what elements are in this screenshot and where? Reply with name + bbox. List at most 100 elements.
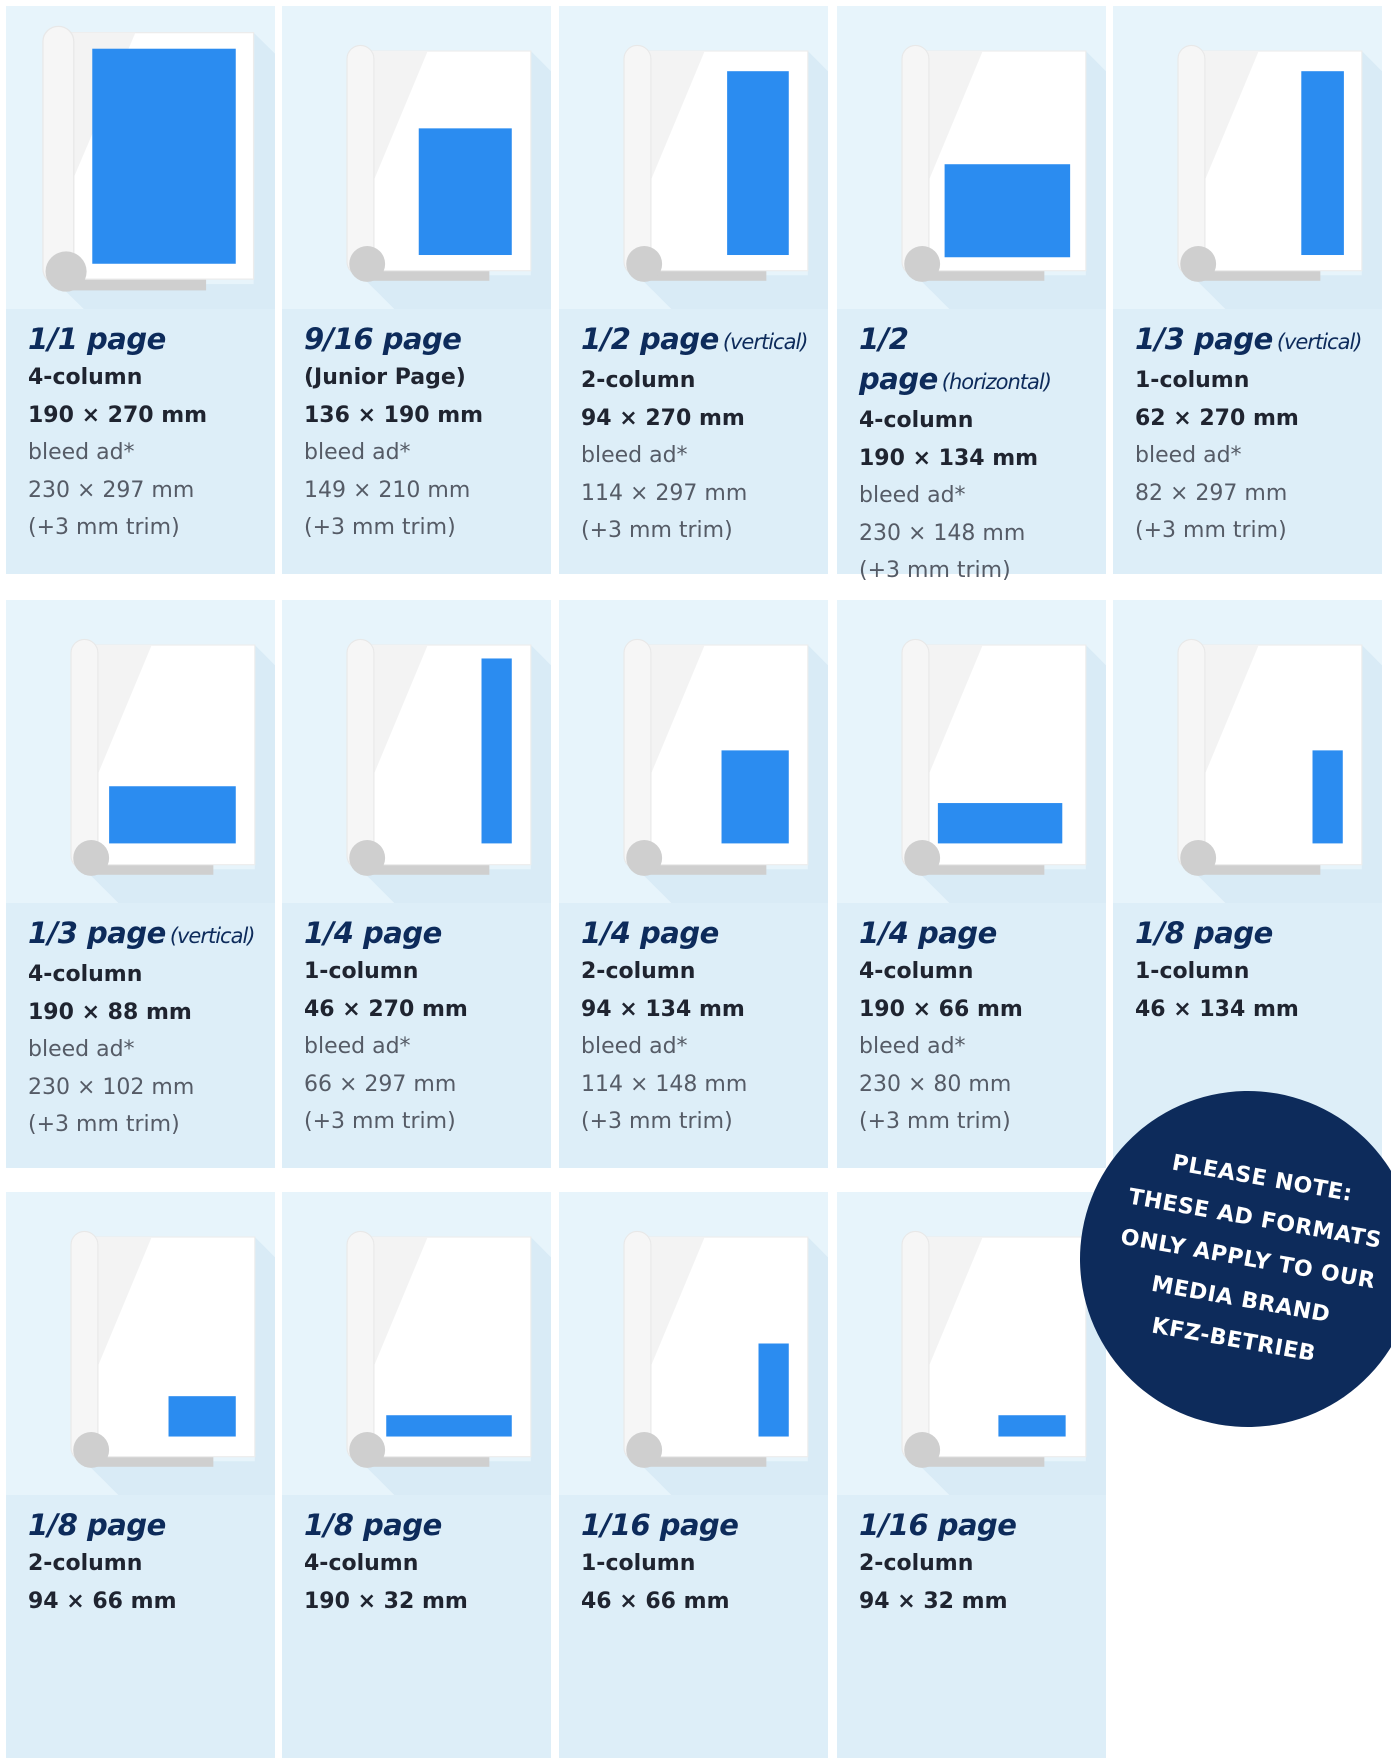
page-illustration bbox=[6, 1192, 275, 1495]
format-name: 1/2 page bbox=[581, 322, 719, 356]
format-spec: 4-column bbox=[859, 953, 1106, 991]
page-roll bbox=[1178, 639, 1205, 869]
bleed-spec: 114 × 297 mm bbox=[581, 475, 828, 513]
page-roll bbox=[624, 639, 651, 869]
page-illustration bbox=[559, 6, 828, 309]
format-name: 1/8 page bbox=[304, 1508, 442, 1542]
page-illustration bbox=[837, 6, 1106, 309]
format-name: 1/3 page bbox=[1135, 322, 1273, 356]
page-roll bbox=[71, 639, 98, 869]
format-card: 1/3 page(vertical)4-column190 × 88 mmble… bbox=[6, 600, 275, 1168]
roll-end bbox=[1180, 246, 1216, 282]
format-spec: 2-column bbox=[581, 362, 828, 400]
format-spec: 190 × 32 mm bbox=[304, 1583, 551, 1621]
page-roll bbox=[1178, 45, 1205, 275]
page-roll bbox=[902, 45, 929, 275]
ad-area bbox=[722, 750, 789, 843]
roll-end bbox=[1180, 840, 1216, 876]
roll-end bbox=[626, 1432, 662, 1468]
format-spec: 94 × 32 mm bbox=[859, 1583, 1106, 1621]
bleed-spec: 230 × 148 mm bbox=[859, 515, 1106, 553]
card-text: 1/16 page2-column94 × 32 mm bbox=[837, 1495, 1106, 1620]
roll-end bbox=[626, 246, 662, 282]
ad-area bbox=[938, 803, 1062, 843]
page-roll bbox=[624, 1231, 651, 1461]
format-title: 1/1 page bbox=[28, 319, 275, 359]
page-group bbox=[902, 639, 1106, 903]
page-illustration bbox=[559, 1192, 828, 1495]
format-note: (horizontal) bbox=[942, 370, 1051, 394]
format-title: 1/8 page bbox=[1135, 913, 1382, 953]
ad-formats-page: 1/1 page4-column190 × 270 mmbleed ad*230… bbox=[0, 0, 1391, 1758]
format-title: 1/4 page bbox=[581, 913, 828, 953]
ad-area bbox=[419, 128, 512, 255]
page-group bbox=[1178, 45, 1382, 309]
card-text: 9/16 page(Junior Page)136 × 190 mmbleed … bbox=[282, 309, 551, 547]
card-text: 1/4 page4-column190 × 66 mmbleed ad*230 … bbox=[837, 903, 1106, 1141]
bleed-spec: bleed ad* bbox=[28, 1031, 275, 1069]
roll-end bbox=[73, 1432, 109, 1468]
format-title: 1/2 page(vertical) bbox=[581, 319, 828, 362]
format-title: 1/8 page bbox=[304, 1505, 551, 1545]
ad-area bbox=[1313, 750, 1343, 843]
format-name: 1/8 page bbox=[28, 1508, 166, 1542]
page-group bbox=[347, 1231, 551, 1495]
format-spec: 2-column bbox=[581, 953, 828, 991]
format-spec: 94 × 66 mm bbox=[28, 1583, 275, 1621]
ad-area bbox=[109, 786, 236, 843]
card-text: 1/2 page(horizontal)4-column190 × 134 mm… bbox=[837, 309, 1106, 590]
page-group bbox=[71, 1231, 275, 1495]
format-spec: 190 × 270 mm bbox=[28, 397, 275, 435]
format-spec: 46 × 134 mm bbox=[1135, 991, 1382, 1029]
format-title: 1/2 page(horizontal) bbox=[859, 319, 1106, 402]
format-note: (vertical) bbox=[170, 924, 255, 948]
page-group bbox=[624, 45, 828, 309]
bleed-spec: bleed ad* bbox=[581, 437, 828, 475]
page-illustration bbox=[837, 600, 1106, 903]
format-name: 1/4 page bbox=[859, 916, 997, 950]
format-title: 1/16 page bbox=[859, 1505, 1106, 1545]
page-group bbox=[902, 45, 1106, 309]
format-spec: 136 × 190 mm bbox=[304, 397, 551, 435]
ad-area bbox=[727, 71, 789, 255]
bleed-spec: (+3 mm trim) bbox=[1135, 512, 1382, 550]
format-note: (vertical) bbox=[1277, 330, 1362, 354]
ad-area bbox=[482, 658, 512, 843]
bleed-spec: 66 × 297 mm bbox=[304, 1066, 551, 1104]
bleed-spec: 230 × 80 mm bbox=[859, 1066, 1106, 1104]
format-spec: 46 × 270 mm bbox=[304, 991, 551, 1029]
page-roll bbox=[347, 45, 374, 275]
roll-end bbox=[904, 840, 940, 876]
format-title: 1/3 page(vertical) bbox=[28, 913, 275, 956]
format-title: 1/4 page bbox=[859, 913, 1106, 953]
bleed-spec: (+3 mm trim) bbox=[304, 509, 551, 547]
format-card: 9/16 page(Junior Page)136 × 190 mmbleed … bbox=[282, 6, 551, 574]
roll-end bbox=[626, 840, 662, 876]
roll-end bbox=[904, 246, 940, 282]
bleed-spec: (+3 mm trim) bbox=[859, 552, 1106, 590]
format-title: 9/16 page bbox=[304, 319, 551, 359]
page-roll bbox=[624, 45, 651, 275]
format-spec: 2-column bbox=[859, 1545, 1106, 1583]
bleed-spec: 82 × 297 mm bbox=[1135, 475, 1382, 513]
ad-area bbox=[169, 1396, 236, 1436]
ad-area bbox=[92, 49, 235, 264]
format-name: 1/2 page bbox=[859, 322, 938, 396]
bleed-spec: bleed ad* bbox=[859, 1028, 1106, 1066]
format-note: (vertical) bbox=[723, 330, 808, 354]
page-roll bbox=[902, 1231, 929, 1461]
format-spec: 190 × 88 mm bbox=[28, 994, 275, 1032]
bleed-spec: 230 × 102 mm bbox=[28, 1069, 275, 1107]
bleed-spec: bleed ad* bbox=[304, 1028, 551, 1066]
page-illustration bbox=[282, 6, 551, 309]
format-spec: 94 × 270 mm bbox=[581, 400, 828, 438]
bleed-spec: (+3 mm trim) bbox=[859, 1103, 1106, 1141]
bleed-spec: 114 × 148 mm bbox=[581, 1066, 828, 1104]
page-roll bbox=[71, 1231, 98, 1461]
